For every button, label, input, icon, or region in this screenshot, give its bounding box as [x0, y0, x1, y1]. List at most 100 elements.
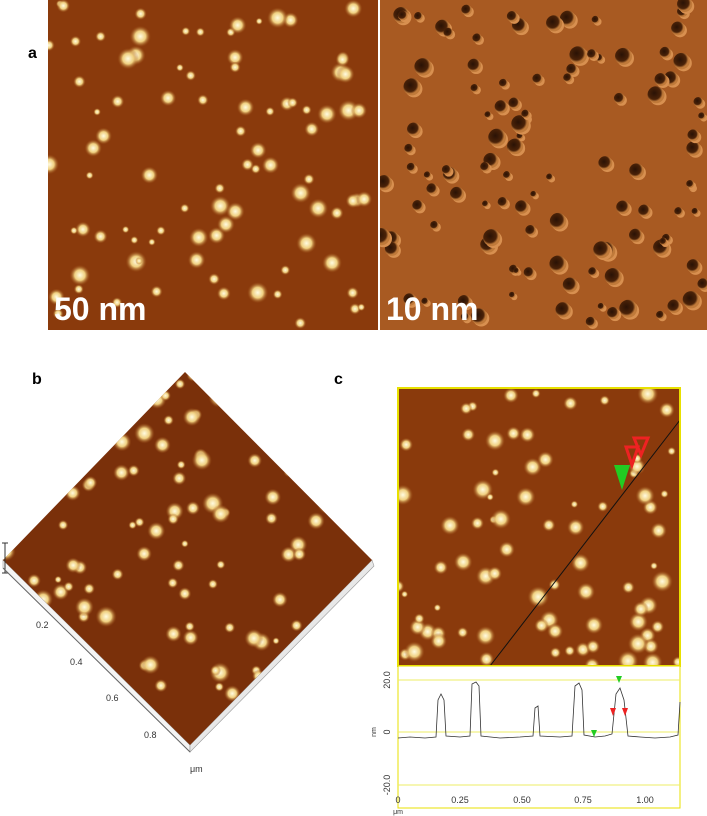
particle — [172, 471, 187, 486]
particle — [265, 106, 275, 117]
height-profile — [397, 681, 681, 739]
particle — [272, 591, 288, 608]
particle — [507, 138, 524, 155]
particle — [659, 46, 672, 59]
particle — [267, 7, 289, 29]
particle — [145, 372, 161, 385]
particle — [549, 255, 567, 273]
particle — [523, 457, 542, 477]
x-tick-label: 0.50 — [513, 795, 531, 805]
axis-line — [2, 567, 191, 753]
particle — [330, 668, 343, 681]
y-tick-label: 0 — [382, 729, 392, 734]
particle — [116, 406, 137, 427]
particle — [484, 430, 506, 451]
particle — [638, 204, 651, 217]
particle — [559, 10, 576, 27]
particle — [134, 7, 147, 21]
particle — [81, 372, 95, 382]
particle — [399, 437, 414, 452]
particle — [10, 529, 24, 542]
particle — [423, 171, 432, 179]
particle — [357, 303, 366, 312]
particle — [28, 717, 45, 734]
particle — [508, 291, 516, 299]
particle — [216, 286, 231, 301]
particle — [614, 47, 633, 65]
particle — [356, 191, 373, 208]
particle — [85, 171, 94, 180]
particle — [398, 484, 414, 506]
particle — [148, 238, 156, 246]
particle — [33, 419, 54, 439]
particle — [515, 200, 529, 214]
particle — [671, 21, 685, 36]
particle — [226, 49, 244, 66]
particle — [278, 731, 295, 745]
particle — [57, 519, 69, 531]
particle — [356, 581, 366, 591]
particle — [380, 175, 393, 191]
particle — [667, 446, 677, 456]
particle — [294, 317, 307, 330]
particle — [498, 541, 515, 558]
particle — [380, 227, 391, 246]
particle — [628, 612, 648, 632]
particle — [346, 286, 359, 300]
particle — [283, 465, 295, 478]
particle — [214, 182, 226, 194]
particle — [412, 200, 424, 212]
particle — [182, 407, 202, 427]
particle — [647, 86, 665, 104]
particle — [494, 100, 508, 114]
particle — [111, 568, 124, 581]
particle — [290, 182, 311, 204]
particle — [182, 629, 199, 646]
particle — [317, 494, 338, 515]
particle — [570, 553, 590, 573]
particle — [698, 112, 706, 120]
particle — [584, 657, 600, 666]
particle — [534, 618, 549, 633]
particle — [167, 513, 179, 525]
particle — [84, 139, 103, 157]
particle — [98, 416, 117, 435]
particle — [187, 251, 206, 269]
particle — [335, 52, 350, 67]
particle — [209, 195, 231, 217]
particle — [530, 190, 537, 198]
particle — [467, 58, 481, 73]
particle — [433, 560, 449, 575]
particle — [506, 426, 521, 441]
particle — [686, 141, 701, 156]
particle — [591, 15, 600, 24]
particle — [73, 284, 84, 295]
particle — [163, 414, 174, 426]
particle — [48, 636, 58, 647]
particle — [562, 277, 578, 293]
particle — [513, 267, 520, 274]
particle — [599, 395, 610, 406]
section-line — [489, 419, 681, 667]
particle — [450, 186, 465, 201]
particle — [321, 503, 330, 513]
particle — [352, 374, 371, 393]
panel-label: c — [334, 371, 343, 388]
particle — [287, 97, 298, 109]
particle — [654, 73, 668, 87]
particle — [584, 615, 604, 635]
particle — [637, 388, 659, 405]
particle — [506, 11, 518, 22]
x-tick-label: 1.00 — [636, 795, 654, 805]
particle — [25, 673, 39, 688]
particle — [93, 229, 108, 244]
particle — [563, 396, 578, 411]
particle — [216, 215, 235, 234]
cursor-marker — [623, 445, 641, 470]
particle — [3, 652, 16, 668]
particle — [588, 267, 598, 277]
particle — [617, 650, 639, 666]
particle — [241, 158, 254, 171]
particle — [308, 198, 329, 219]
image-caption: 50 nm — [54, 291, 146, 327]
